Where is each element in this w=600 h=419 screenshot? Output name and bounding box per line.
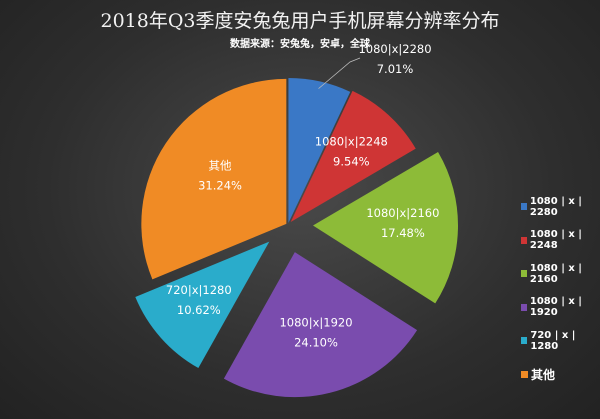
slice-value-label: 24.10% [294, 336, 338, 350]
chart-title: 2018年Q3季度安兔兔用户手机屏幕分辨率分布 [100, 10, 500, 32]
legend: 1080 | x | 2280 1080 | x | 2248 1080 | x |… [521, 190, 600, 391]
legend-label: 1080 | x | 1920 [529, 296, 582, 319]
slice-value-label: 17.48% [381, 226, 425, 240]
pie-slice [290, 90, 416, 223]
legend-label: 1080 | x | 2280 [529, 195, 582, 218]
legend-item: 1080 | x | 2280 [521, 190, 600, 224]
legend-item: 720 | x | 1280 [521, 324, 600, 358]
pie-slice [288, 78, 351, 224]
legend-swatch [521, 236, 527, 244]
legend-label: 1080 | x | 2160 [529, 262, 582, 285]
slice-value-label: 7.01% [377, 62, 414, 76]
slice-category-label: 1080|x|1920 [279, 316, 352, 330]
legend-label: 其他 [531, 367, 556, 382]
slice-value-label: 10.62% [177, 303, 221, 317]
legend-item: 其他 [521, 358, 600, 392]
legend-swatch [521, 337, 528, 345]
slice-value-label: 9.54% [333, 155, 370, 169]
legend-swatch [521, 303, 527, 311]
slice-value-label: 31.24% [198, 179, 242, 193]
legend-label: 1080 | x | 2248 [529, 229, 582, 252]
pie-slice [135, 241, 270, 369]
legend-item: 1080 | x | 2160 [521, 257, 600, 291]
pie-slice [223, 252, 418, 398]
slice-category-label: 其他 [209, 159, 232, 173]
legend-item: 1080 | x | 1920 [521, 291, 600, 325]
legend-swatch [521, 370, 528, 378]
chart-subtitle: 数据来源：安兔兔，安卓，全球 [230, 39, 370, 50]
leader-line [318, 57, 361, 89]
pie-slice [312, 152, 458, 304]
pie-slice [141, 78, 287, 280]
legend-item: 1080 | x | 2248 [521, 224, 600, 258]
legend-swatch [521, 270, 527, 278]
legend-label: 720 | x | 1280 [530, 329, 576, 352]
slice-category-label: 720|x|1280 [166, 283, 232, 297]
legend-swatch [521, 203, 527, 211]
slice-category-label: 1080|x|2280 [358, 42, 431, 56]
slice-category-label: 1080|x|2248 [315, 135, 388, 149]
slice-category-label: 1080|x|2160 [366, 206, 439, 220]
